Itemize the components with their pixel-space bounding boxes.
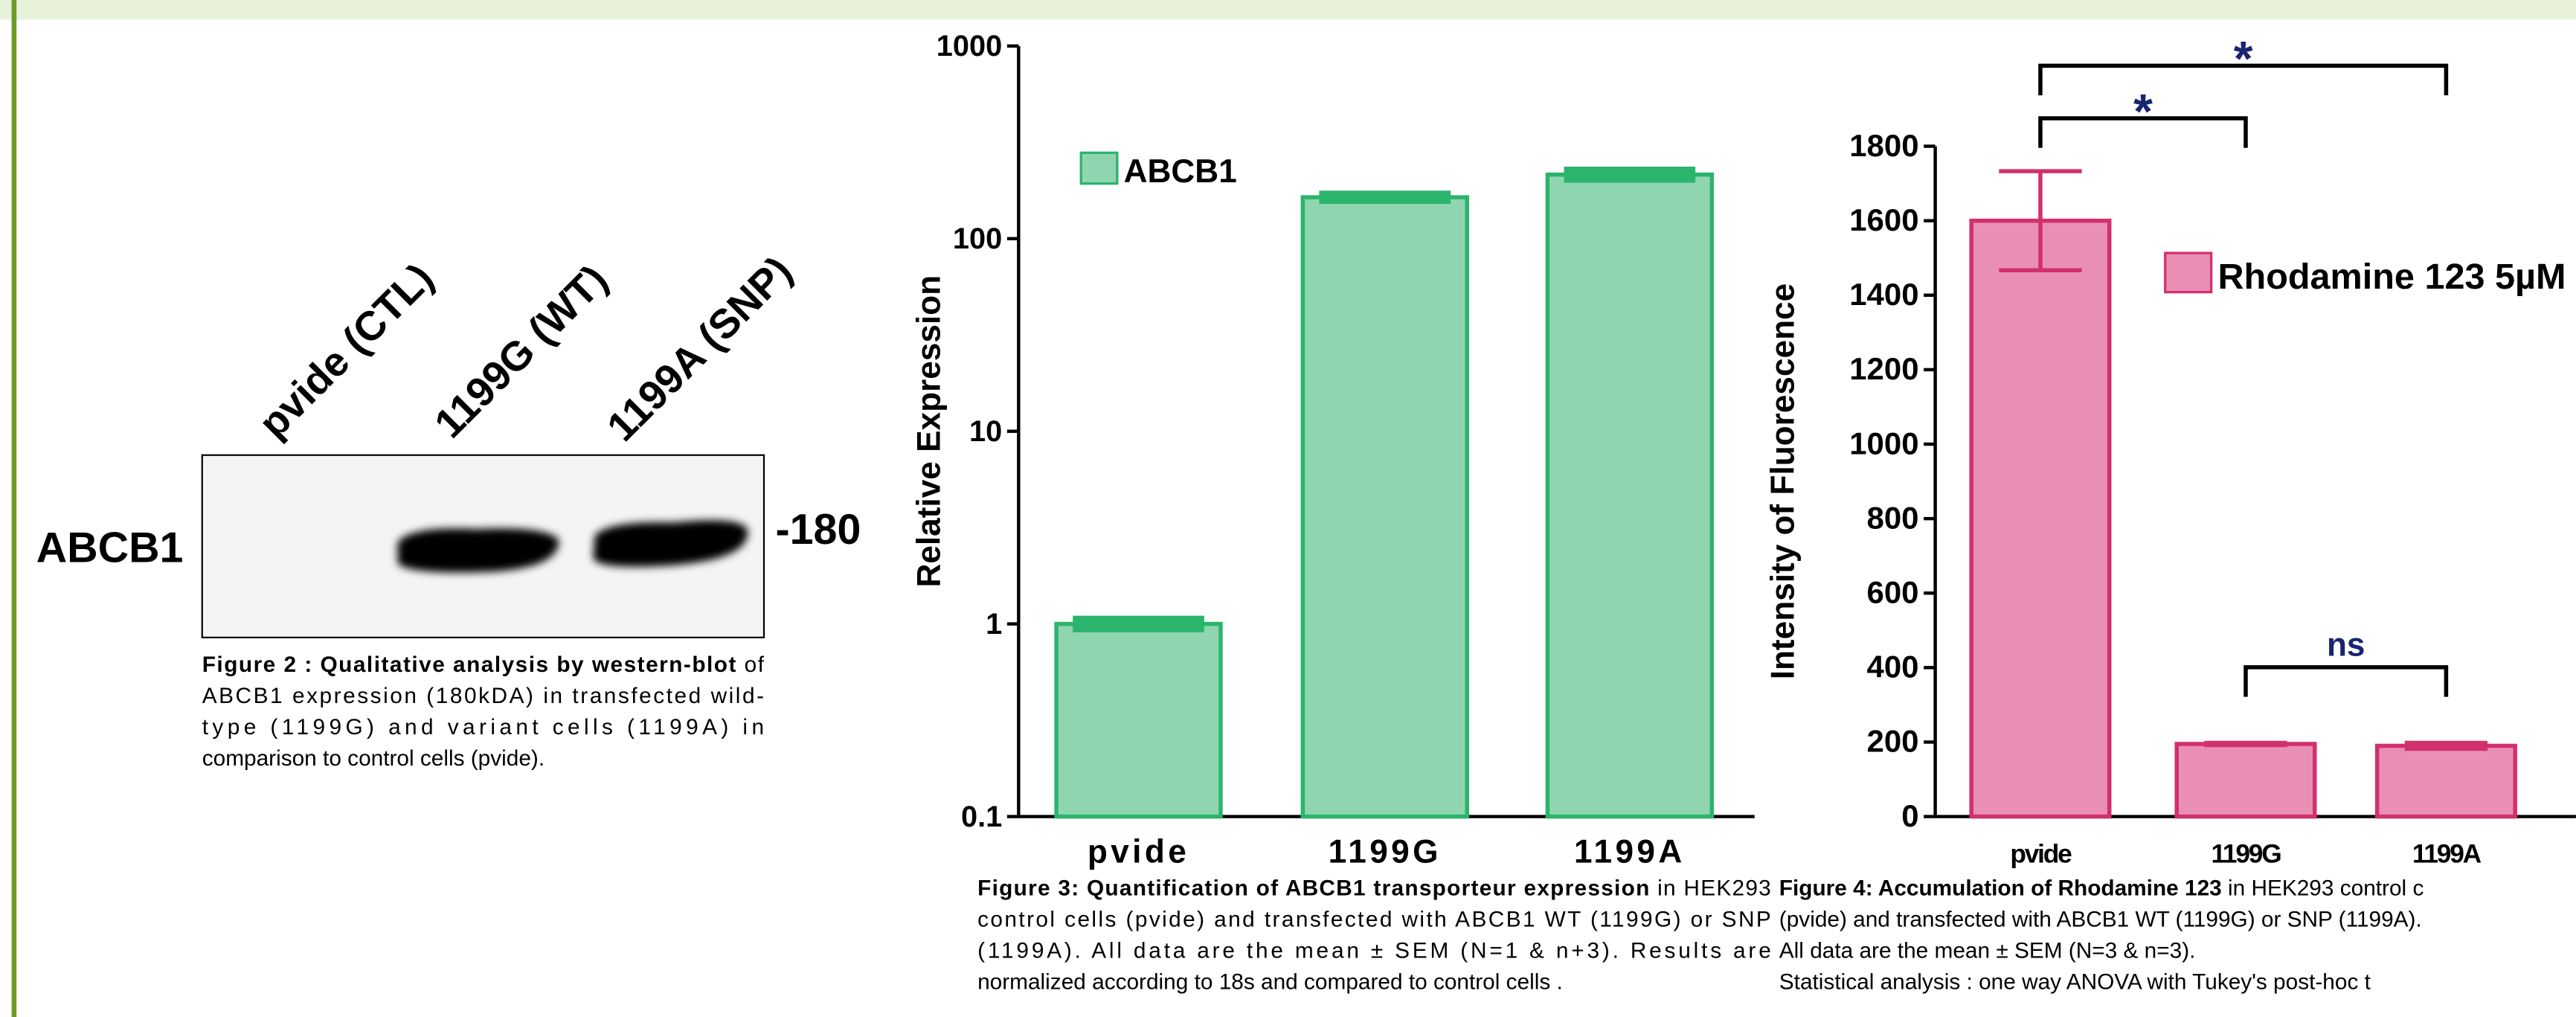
y-tick-label: 1800 [1849, 128, 1918, 163]
bar [1303, 197, 1467, 816]
western-blot: pvide (CTL) 1199G (WT) 1199A (SNP) ABCB1… [36, 247, 861, 637]
caption-line: Figure 4: Accumulation of Rhodamine 123 … [1779, 876, 2424, 901]
significance-label: * [2234, 32, 2253, 87]
caption-text: All data are the mean ± SEM (N=3 & n=3). [1779, 938, 2196, 963]
y-tick-label: 600 [1867, 574, 1919, 609]
y-tick-label: 0 [1901, 798, 1918, 833]
y-tick-label: 0.1 [961, 801, 1002, 833]
caption-line: Figure 2 : Qualitative analysis by weste… [202, 652, 765, 677]
significance-label: ns [2327, 626, 2365, 663]
caption-text: of [737, 652, 765, 677]
y-tick-label: 1 [986, 608, 1002, 641]
y-tick-label: 1600 [1849, 202, 1918, 237]
caption-line: Figure 3: Quantification of ABCB1 transp… [977, 876, 1771, 901]
x-tick-label: 1199A [2412, 839, 2482, 868]
legend-swatch [1081, 153, 1117, 183]
header-strip [0, 0, 2576, 20]
legend-swatch [2165, 253, 2212, 292]
lane-label: 1199A (SNP) [598, 247, 800, 449]
x-tick-label: pvide [2010, 839, 2072, 868]
caption-line: type (1199G) and variant cells (1199A) i… [202, 715, 764, 740]
caption-text: comparison to control cells (pvide). [202, 746, 545, 771]
caption-bold: Figure 3: Quantification of ABCB1 transp… [977, 876, 1649, 901]
caption-line: comparison to control cells (pvide). [202, 746, 545, 771]
caption-text: Statistical analysis : one way ANOVA wit… [1779, 969, 2371, 994]
left-border [12, 0, 17, 1017]
bar [2177, 744, 2315, 817]
y-tick-label: 100 [953, 222, 1002, 255]
caption-line: ABCB1 expression (180kDA) in transfected… [202, 684, 764, 708]
x-tick-label: pvide [1088, 833, 1189, 870]
significance-bracket [2246, 667, 2446, 697]
caption-text: in HEK293 [1651, 876, 1771, 901]
marker-label: -180 [775, 506, 861, 554]
lane-label: pvide (CTL) [250, 254, 443, 447]
caption-line: normalized according to 18s and compared… [977, 969, 1563, 994]
x-tick-label: 1199A [1574, 833, 1686, 870]
y-tick-label: 800 [1867, 500, 1919, 535]
bar [1547, 175, 1712, 817]
bar [1971, 221, 2110, 817]
y-tick-label: 200 [1867, 724, 1919, 759]
caption-text: ABCB1 expression (180kDA) in transfected… [202, 684, 764, 708]
y-tick-label: 400 [1867, 649, 1919, 684]
y-axis-label: Relative Expression [910, 275, 947, 588]
significance-label: * [2133, 84, 2153, 139]
caption-text: type (1199G) and variant cells (1199A) i… [202, 715, 764, 740]
lane-label: 1199G (WT) [425, 256, 616, 446]
y-tick-label: 1000 [1849, 426, 1918, 461]
caption-line: Statistical analysis : one way ANOVA wit… [1779, 969, 2371, 994]
caption-bold: Figure 4: Accumulation of Rhodamine 123 [1779, 876, 2222, 901]
y-tick-label: 1000 [937, 30, 1002, 62]
caption-line: (pvide) and transfected with ABCB1 WT (1… [1779, 908, 2422, 932]
y-tick-label: 10 [969, 415, 1002, 448]
legend-label: ABCB1 [1124, 153, 1237, 190]
legend-label: Rhodamine 123 5µM [2217, 257, 2566, 297]
bar [2377, 745, 2516, 816]
page: { "figure2": { "lanes": ["pvide (CTL)", … [0, 0, 2576, 1017]
y-axis-label: Intensity of Fluorescence [1765, 283, 1802, 679]
caption-line: control cells (pvide) and transfected wi… [977, 908, 1771, 932]
y-tick-label: 1200 [1849, 351, 1918, 386]
caption-text: (1199A). All data are the mean ± SEM (N=… [977, 938, 1771, 963]
caption-text: normalized according to 18s and compared… [977, 969, 1563, 994]
caption-bold: Figure 2 : Qualitative analysis by weste… [202, 652, 736, 677]
poster: pvide (CTL) 1199G (WT) 1199A (SNP) ABCB1… [0, 0, 2576, 1017]
caption-line: (1199A). All data are the mean ± SEM (N=… [977, 938, 1771, 963]
caption-text: control cells (pvide) and transfected wi… [977, 908, 1771, 932]
bar [1056, 624, 1221, 817]
caption-text: in HEK293 control c [2222, 876, 2424, 901]
x-tick-label: 1199G [1329, 833, 1442, 870]
caption-line: All data are the mean ± SEM (N=3 & n=3). [1779, 938, 2196, 963]
caption-text: (pvide) and transfected with ABCB1 WT (1… [1779, 908, 2422, 932]
protein-label: ABCB1 [36, 524, 184, 571]
x-tick-label: 1199G [2211, 839, 2281, 868]
y-tick-label: 1400 [1849, 277, 1918, 312]
